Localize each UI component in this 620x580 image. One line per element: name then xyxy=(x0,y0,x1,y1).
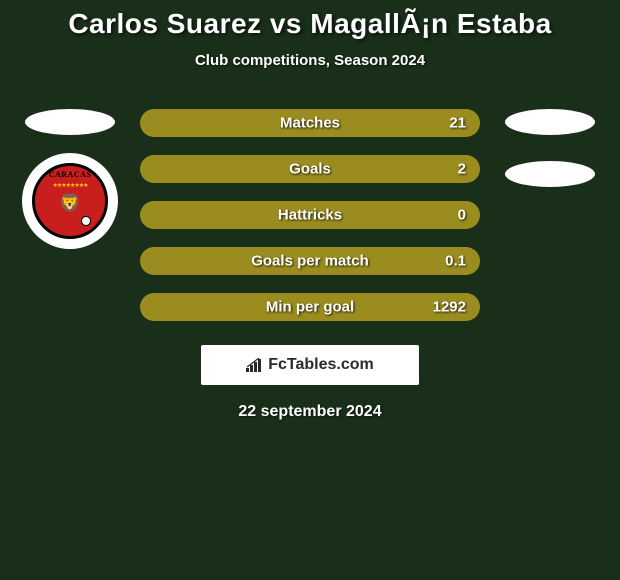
stat-bar: Matches 21 xyxy=(140,109,480,137)
date-text: 22 september 2024 xyxy=(0,403,620,421)
right-placeholder-ellipse-2 xyxy=(505,161,595,187)
brand-chart-icon xyxy=(246,358,264,372)
right-placeholder-ellipse-1 xyxy=(505,109,595,135)
stat-label: Goals xyxy=(289,161,331,178)
stat-label: Hattricks xyxy=(278,207,342,224)
left-club-badge: CARACAS ★★★★★★★★ 🦁 xyxy=(22,153,118,249)
stat-bar: Goals 2 xyxy=(140,155,480,183)
stat-label: Min per goal xyxy=(266,299,354,316)
left-placeholder-ellipse xyxy=(25,109,115,135)
brand-text: FcTables.com xyxy=(268,356,374,374)
comparison-layout: CARACAS ★★★★★★★★ 🦁 Matches 21 Goals 2 Hattri… xyxy=(0,109,620,321)
badge-stars: ★★★★★★★★ xyxy=(52,182,87,189)
stat-label: Matches xyxy=(280,115,340,132)
subtitle: Club competitions, Season 2024 xyxy=(0,52,620,69)
stat-label: Goals per match xyxy=(251,253,369,270)
stat-value: 2 xyxy=(458,161,466,178)
badge-text: CARACAS xyxy=(49,170,92,179)
right-column xyxy=(500,109,600,187)
stat-bar: Goals per match 0.1 xyxy=(140,247,480,275)
stat-bar: Hattricks 0 xyxy=(140,201,480,229)
stat-value: 0 xyxy=(458,207,466,224)
card-container: Carlos Suarez vs MagallÃ¡n Estaba Club c… xyxy=(0,0,620,421)
stats-column: Matches 21 Goals 2 Hattricks 0 Goals per match… xyxy=(140,109,480,321)
stat-value: 21 xyxy=(449,115,466,132)
left-column: CARACAS ★★★★★★★★ 🦁 xyxy=(20,109,120,249)
stat-bar: Min per goal 1292 xyxy=(140,293,480,321)
page-title: Carlos Suarez vs MagallÃ¡n Estaba xyxy=(0,8,620,40)
badge-lion-icon: 🦁 xyxy=(59,194,81,212)
brand-box: FcTables.com xyxy=(201,345,419,385)
badge-ball-icon xyxy=(81,216,91,226)
badge-inner: CARACAS ★★★★★★★★ 🦁 xyxy=(32,163,108,239)
stat-value: 1292 xyxy=(433,299,466,316)
stat-value: 0.1 xyxy=(445,253,466,270)
